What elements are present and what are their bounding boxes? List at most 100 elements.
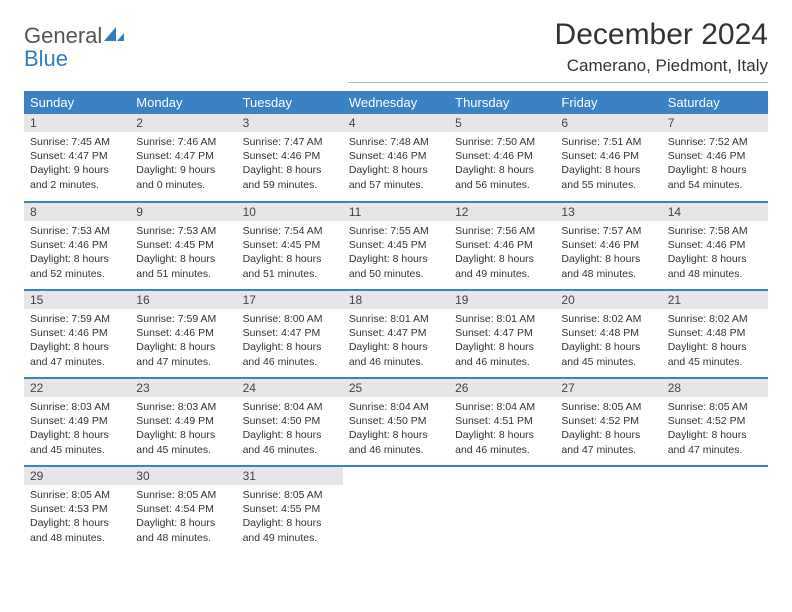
sunrise-line: Sunrise: 8:03 AM xyxy=(136,401,216,413)
sunrise-line: Sunrise: 7:51 AM xyxy=(561,136,641,148)
sunset-line: Sunset: 4:55 PM xyxy=(243,503,321,515)
day-details: Sunrise: 8:02 AMSunset: 4:48 PMDaylight:… xyxy=(555,309,661,375)
daylight-line: Daylight: 8 hours and 50 minutes. xyxy=(349,253,428,279)
day-details: Sunrise: 7:54 AMSunset: 4:45 PMDaylight:… xyxy=(237,221,343,287)
calendar-day-cell: .. xyxy=(555,466,661,554)
daylight-line: Daylight: 8 hours and 47 minutes. xyxy=(30,341,109,367)
sail-icon xyxy=(102,25,126,43)
calendar-day-cell: 5Sunrise: 7:50 AMSunset: 4:46 PMDaylight… xyxy=(449,114,555,202)
calendar-day-cell: 19Sunrise: 8:01 AMSunset: 4:47 PMDayligh… xyxy=(449,290,555,378)
day-number: 12 xyxy=(449,203,555,221)
weekday-header: Tuesday xyxy=(237,91,343,114)
day-details: Sunrise: 8:00 AMSunset: 4:47 PMDaylight:… xyxy=(237,309,343,375)
day-details: Sunrise: 7:52 AMSunset: 4:46 PMDaylight:… xyxy=(662,132,768,198)
day-number: 10 xyxy=(237,203,343,221)
calendar-day-cell: 17Sunrise: 8:00 AMSunset: 4:47 PMDayligh… xyxy=(237,290,343,378)
sunset-line: Sunset: 4:53 PM xyxy=(30,503,108,515)
sunset-line: Sunset: 4:46 PM xyxy=(455,150,533,162)
sunset-line: Sunset: 4:50 PM xyxy=(349,415,427,427)
day-number: 15 xyxy=(24,291,130,309)
calendar-day-cell: 25Sunrise: 8:04 AMSunset: 4:50 PMDayligh… xyxy=(343,378,449,466)
day-details: Sunrise: 7:59 AMSunset: 4:46 PMDaylight:… xyxy=(24,309,130,375)
sunset-line: Sunset: 4:45 PM xyxy=(243,239,321,251)
sunrise-line: Sunrise: 7:58 AM xyxy=(668,225,748,237)
calendar-day-cell: 1Sunrise: 7:45 AMSunset: 4:47 PMDaylight… xyxy=(24,114,130,202)
sunrise-line: Sunrise: 7:47 AM xyxy=(243,136,323,148)
calendar-day-cell: 24Sunrise: 8:04 AMSunset: 4:50 PMDayligh… xyxy=(237,378,343,466)
sunrise-line: Sunrise: 7:59 AM xyxy=(136,313,216,325)
day-details: Sunrise: 8:05 AMSunset: 4:52 PMDaylight:… xyxy=(662,397,768,463)
sunset-line: Sunset: 4:45 PM xyxy=(136,239,214,251)
sunrise-line: Sunrise: 7:57 AM xyxy=(561,225,641,237)
day-details: Sunrise: 7:59 AMSunset: 4:46 PMDaylight:… xyxy=(130,309,236,375)
day-number: 14 xyxy=(662,203,768,221)
calendar-day-cell: 29Sunrise: 8:05 AMSunset: 4:53 PMDayligh… xyxy=(24,466,130,554)
day-details: Sunrise: 7:55 AM Sunset: 4:45 PM Daylight:… xyxy=(343,221,449,287)
weekday-header: Sunday xyxy=(24,91,130,114)
day-number: 31 xyxy=(237,467,343,485)
calendar-day-cell: 31Sunrise: 8:05 AMSunset: 4:55 PMDayligh… xyxy=(237,466,343,554)
sunset-line: Sunset: 4:46 PM xyxy=(349,150,427,162)
calendar-day-cell: 11 Sunrise: 7:55 AM Sunset: 4:45 PM Dayligh… xyxy=(343,202,449,290)
day-number: 8 xyxy=(24,203,130,221)
day-details: Sunrise: 7:53 AMSunset: 4:46 PMDaylight:… xyxy=(24,221,130,287)
calendar-day-cell: 8Sunrise: 7:53 AMSunset: 4:46 PMDaylight… xyxy=(24,202,130,290)
day-details: Sunrise: 7:45 AMSunset: 4:47 PMDaylight:… xyxy=(24,132,130,198)
sunset-line: Sunset: 4:49 PM xyxy=(136,415,214,427)
calendar-day-cell: .. xyxy=(343,466,449,554)
day-number: 21 xyxy=(662,291,768,309)
day-number: 16 xyxy=(130,291,236,309)
calendar-day-cell: 12Sunrise: 7:56 AMSunset: 4:46 PMDayligh… xyxy=(449,202,555,290)
location: Camerano, Piedmont, Italy xyxy=(348,56,768,83)
day-number: 18 xyxy=(343,291,449,309)
day-number: 23 xyxy=(130,379,236,397)
day-details: Sunrise: 8:01 AMSunset: 4:47 PMDaylight:… xyxy=(343,309,449,375)
day-number: 13 xyxy=(555,203,661,221)
logo-word-blue: Blue xyxy=(24,46,68,71)
sunrise-line: Sunrise: 7:55 AM xyxy=(349,225,429,237)
sunset-line: Sunset: 4:45 PM xyxy=(349,239,427,251)
day-details: Sunrise: 8:05 AMSunset: 4:52 PMDaylight:… xyxy=(555,397,661,463)
daylight-line: Daylight: 8 hours and 55 minutes. xyxy=(561,164,640,190)
daylight-line: Daylight: 9 hours and 0 minutes. xyxy=(136,164,215,190)
day-details: Sunrise: 8:05 AMSunset: 4:55 PMDaylight:… xyxy=(237,485,343,551)
sunset-line: Sunset: 4:46 PM xyxy=(136,327,214,339)
day-details: Sunrise: 8:05 AMSunset: 4:54 PMDaylight:… xyxy=(130,485,236,551)
calendar-week-row: 29Sunrise: 8:05 AMSunset: 4:53 PMDayligh… xyxy=(24,466,768,554)
day-number: 26 xyxy=(449,379,555,397)
calendar-week-row: 1Sunrise: 7:45 AMSunset: 4:47 PMDaylight… xyxy=(24,114,768,202)
weekday-header: Wednesday xyxy=(343,91,449,114)
sunrise-line: Sunrise: 8:05 AM xyxy=(561,401,641,413)
calendar-table: SundayMondayTuesdayWednesdayThursdayFrid… xyxy=(24,91,768,554)
day-number: 29 xyxy=(24,467,130,485)
day-details: Sunrise: 8:02 AMSunset: 4:48 PMDaylight:… xyxy=(662,309,768,375)
calendar-day-cell: 10Sunrise: 7:54 AMSunset: 4:45 PMDayligh… xyxy=(237,202,343,290)
calendar-day-cell: 14Sunrise: 7:58 AMSunset: 4:46 PMDayligh… xyxy=(662,202,768,290)
day-details: Sunrise: 8:04 AMSunset: 4:50 PMDaylight:… xyxy=(343,397,449,463)
sunrise-line: Sunrise: 7:56 AM xyxy=(455,225,535,237)
day-number: 11 xyxy=(343,203,449,221)
sunset-line: Sunset: 4:51 PM xyxy=(455,415,533,427)
day-details: Sunrise: 7:56 AMSunset: 4:46 PMDaylight:… xyxy=(449,221,555,287)
sunset-line: Sunset: 4:46 PM xyxy=(561,239,639,251)
sunrise-line: Sunrise: 8:05 AM xyxy=(668,401,748,413)
daylight-line: Daylight: 8 hours and 46 minutes. xyxy=(243,341,322,367)
day-details: Sunrise: 7:48 AMSunset: 4:46 PMDaylight:… xyxy=(343,132,449,198)
calendar-day-cell: .. xyxy=(449,466,555,554)
sunrise-line: Sunrise: 8:03 AM xyxy=(30,401,110,413)
daylight-line: Daylight: 8 hours and 56 minutes. xyxy=(455,164,534,190)
sunrise-line: Sunrise: 8:01 AM xyxy=(455,313,535,325)
day-details: Sunrise: 8:05 AMSunset: 4:53 PMDaylight:… xyxy=(24,485,130,551)
calendar-day-cell: 30Sunrise: 8:05 AMSunset: 4:54 PMDayligh… xyxy=(130,466,236,554)
daylight-line: Daylight: 8 hours and 46 minutes. xyxy=(349,429,428,455)
calendar-day-cell: 15Sunrise: 7:59 AMSunset: 4:46 PMDayligh… xyxy=(24,290,130,378)
sunrise-line: Sunrise: 7:48 AM xyxy=(349,136,429,148)
day-details: Sunrise: 8:01 AMSunset: 4:47 PMDaylight:… xyxy=(449,309,555,375)
sunset-line: Sunset: 4:47 PM xyxy=(30,150,108,162)
sunset-line: Sunset: 4:48 PM xyxy=(668,327,746,339)
daylight-line: Daylight: 8 hours and 51 minutes. xyxy=(136,253,215,279)
daylight-line: Daylight: 8 hours and 48 minutes. xyxy=(136,517,215,543)
sunrise-line: Sunrise: 7:54 AM xyxy=(243,225,323,237)
daylight-line: Daylight: 8 hours and 59 minutes. xyxy=(243,164,322,190)
sunset-line: Sunset: 4:47 PM xyxy=(243,327,321,339)
